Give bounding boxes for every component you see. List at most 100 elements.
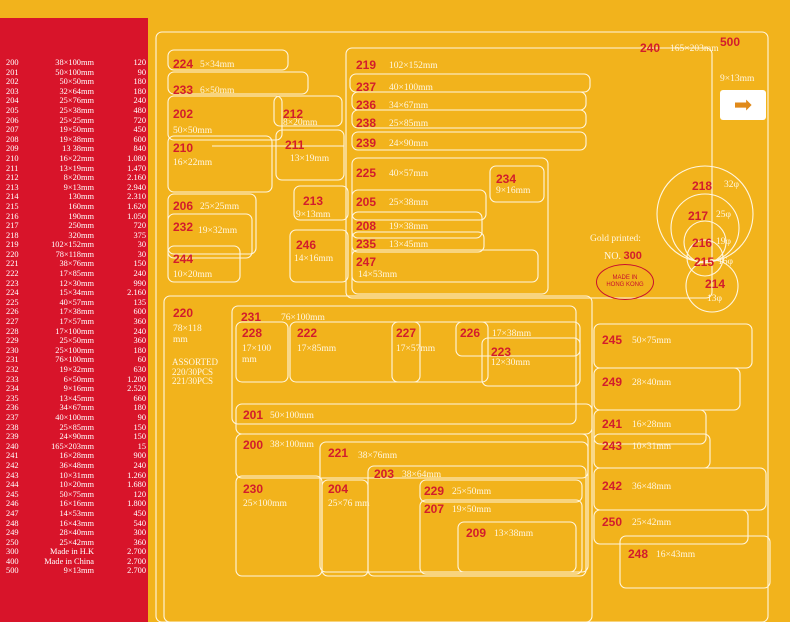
- table-cell-size: 10×31mm: [59, 470, 94, 480]
- table-cell-no: 248: [6, 518, 19, 528]
- table-cell-qty: 30: [137, 249, 146, 259]
- table-cell-size: 160mm: [68, 201, 94, 211]
- table-cell-size: 25×42mm: [59, 537, 94, 547]
- table-row: 213 9×13mm 2.940: [0, 183, 148, 193]
- card-outline-248: [619, 535, 771, 589]
- table-cell-size: 9×13mm: [63, 182, 94, 192]
- table-row: 249 28×40mm 300: [0, 528, 148, 538]
- card-number-236: 236: [356, 98, 377, 112]
- size-chart: [148, 0, 790, 622]
- assorted-line2: 220/30PCS: [172, 366, 214, 377]
- card-number-212: 212: [283, 107, 304, 121]
- table-row: 250 25×42mm 360: [0, 538, 148, 548]
- card-outline-229: [419, 479, 583, 503]
- card-outline-237: [349, 73, 591, 93]
- table-cell-qty: 1.080: [127, 153, 146, 163]
- table-cell-qty: 2.700: [127, 556, 146, 566]
- card-outline-231: [231, 305, 577, 425]
- table-cell-no: 247: [6, 508, 19, 518]
- card-size-237: 40×100mm: [389, 83, 433, 93]
- table-cell-qty: 150: [133, 422, 146, 432]
- table-cell-qty: 990: [133, 278, 146, 288]
- table-cell-size: 15×34mm: [59, 288, 94, 298]
- table-row: 242 36×48mm 240: [0, 461, 148, 471]
- table-cell-no: 222: [6, 269, 19, 279]
- card-number-240: 240: [640, 41, 661, 55]
- table-cell-size: 102×152mm: [51, 240, 94, 250]
- card-outline-247: [351, 249, 539, 283]
- right-arrow-icon: ➡: [720, 90, 766, 120]
- table-cell-size: 14×53mm: [59, 508, 94, 518]
- card-outline-204: [321, 479, 369, 577]
- table-cell-no: 241: [6, 451, 19, 461]
- gold-printed-number: NO. 300: [604, 250, 642, 262]
- card-size-217: 25φ: [716, 210, 731, 220]
- card-size-212: 8×20mm: [283, 118, 318, 128]
- card-size-216: 19φ: [716, 237, 731, 247]
- table-row: 243 10×31mm 1.260: [0, 471, 148, 481]
- card-outline-220: [163, 295, 593, 622]
- table-cell-no: 224: [6, 288, 19, 298]
- table-cell-qty: 900: [133, 451, 146, 461]
- card-size-219: 102×152mm: [389, 61, 438, 71]
- table-cell-size: Made in H.K: [50, 547, 94, 557]
- table-cell-size: 16×43mm: [59, 518, 94, 528]
- table-cell-size: 38×76mm: [59, 259, 94, 269]
- table-cell-size: 17×38mm: [59, 307, 94, 317]
- card-size-228: 17×100 mm: [242, 344, 272, 365]
- card-number-213: 213: [303, 194, 324, 208]
- gold-printed-prefix: NO.: [604, 251, 621, 262]
- card-outline-246: [289, 229, 349, 283]
- assorted-note: ASSORTED 220/30PCS 221/30PCS: [172, 357, 218, 387]
- card-size-243: 10×31mm: [632, 442, 672, 452]
- table-cell-qty: 240: [133, 96, 146, 106]
- card-size-248: 16×43mm: [656, 550, 696, 560]
- table-row: 240 165×203mm 15: [0, 442, 148, 452]
- table-cell-no: 206: [6, 115, 19, 125]
- card-size-230: 25×100mm: [243, 499, 287, 509]
- table-row: 232 19×32mm 630: [0, 365, 148, 375]
- card-size-220: 78×118 mm: [173, 324, 202, 345]
- table-cell-qty: 60: [137, 355, 146, 365]
- card-size-231: 76×100mm: [281, 313, 325, 323]
- card-outline-207: [419, 499, 583, 575]
- card-size-242: 36×48mm: [632, 482, 672, 492]
- table-cell-size: 25×85mm: [59, 422, 94, 432]
- table-row: 235 13×45mm 660: [0, 394, 148, 404]
- card-size-246: 14×16mm: [294, 254, 334, 264]
- table-cell-qty: 720: [133, 221, 146, 231]
- gold-printed-label: Gold printed:: [590, 234, 641, 244]
- table-cell-size: 190mm: [68, 211, 94, 221]
- table-row: 233 6×50mm 1.200: [0, 375, 148, 385]
- table-cell-qty: 660: [133, 393, 146, 403]
- table-row: 218 320mm 375: [0, 231, 148, 241]
- table-cell-size: 9×13mm: [63, 566, 94, 576]
- table-cell-no: 216: [6, 211, 19, 221]
- card-number-239: 239: [356, 136, 377, 150]
- table-cell-no: 249: [6, 528, 19, 538]
- table-cell-qty: 150: [133, 259, 146, 269]
- card-size-232: 19×32mm: [198, 226, 238, 236]
- card-number-237: 237: [356, 80, 377, 94]
- card-size-200: 38×100mm: [270, 440, 314, 450]
- table-cell-size: 50×50mm: [59, 77, 94, 87]
- table-cell-size: 17×85mm: [59, 269, 94, 279]
- table-cell-qty: 2.940: [127, 182, 146, 192]
- card-size-209: 13×38mm: [494, 529, 534, 539]
- table-cell-qty: 2.310: [127, 192, 146, 202]
- card-size-245: 50×75mm: [632, 336, 672, 346]
- table-cell-qty: 1.200: [127, 374, 146, 384]
- circle-outline-217: [670, 193, 740, 263]
- table-row: 202 50×50mm 180: [0, 77, 148, 87]
- table-cell-size: 25×76mm: [59, 96, 94, 106]
- card-outline-236: [351, 91, 587, 111]
- card-number-245: 245: [602, 333, 623, 347]
- table-row: 300 Made in H.K 2.700: [0, 547, 148, 557]
- table-cell-no: 219: [6, 240, 19, 250]
- table-cell-size: 320mm: [68, 230, 94, 240]
- table-row: 228 17×100mm 240: [0, 327, 148, 337]
- table-cell-qty: 180: [133, 77, 146, 87]
- table-cell-size: 6×50mm: [63, 374, 94, 384]
- table-row: 216 190mm 1.050: [0, 212, 148, 222]
- card-outline-202: [167, 95, 283, 141]
